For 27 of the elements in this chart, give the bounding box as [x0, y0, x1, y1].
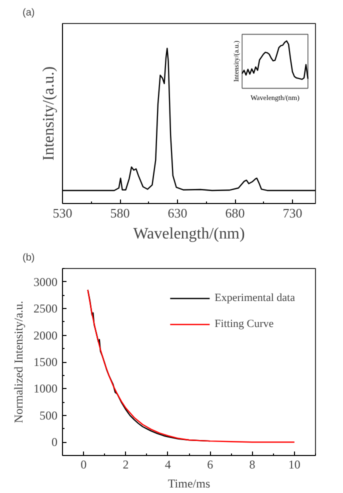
text: (b)	[22, 252, 35, 264]
y-tick-label: 2500	[34, 302, 58, 316]
x-tick-label: 580	[110, 206, 130, 220]
x-tick-label: 6	[207, 458, 214, 472]
x-axis-title: Time/ms	[168, 476, 210, 490]
legend-label: Experimental data	[214, 292, 295, 304]
x-tick-label: 680	[225, 206, 245, 220]
x-tick-label: 0	[80, 458, 87, 472]
y-axis-title: Intensity/(a.u.)	[40, 66, 58, 161]
y-tick-label: 1500	[34, 355, 58, 369]
x-tick-label: 8	[249, 458, 256, 472]
y-tick-label: 500	[40, 408, 58, 422]
y-tick-label: 0	[52, 435, 58, 450]
x-axis-title: Wavelength/(nm)	[133, 226, 245, 242]
y-tick-label: 2000	[34, 328, 58, 342]
text: (a)	[22, 8, 35, 18]
x-tick-label: 2	[122, 458, 129, 472]
y-tick-label: 3000	[34, 274, 58, 289]
x-tick-label: 730	[282, 206, 302, 220]
x-tick-label: 530	[52, 206, 72, 220]
y-axis-title: Normalized Intensity/a.u.	[12, 300, 26, 424]
legend-label: Fitting Curve	[214, 318, 274, 330]
x-tick-label: 10	[288, 458, 300, 472]
x-tick-label: 4	[164, 458, 171, 472]
y-tick-label: 1000	[34, 382, 58, 396]
x-tick-label: 630	[168, 206, 188, 220]
line-series	[87, 289, 296, 443]
